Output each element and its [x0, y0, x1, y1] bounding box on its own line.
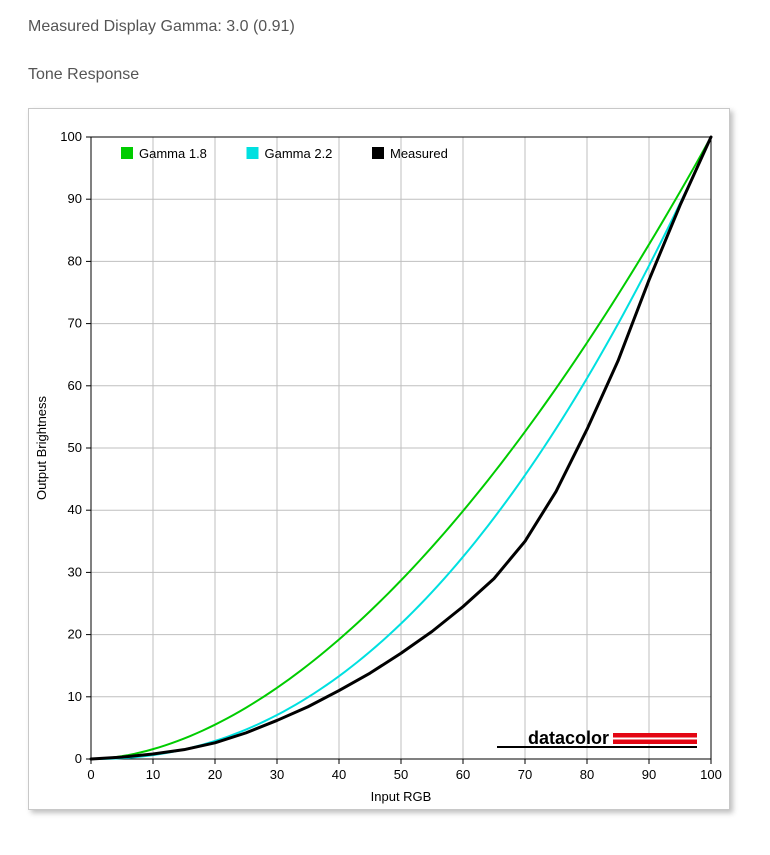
x-tick-label: 50 [394, 767, 408, 782]
y-tick-label: 10 [68, 689, 82, 704]
legend-label: Measured [390, 146, 448, 161]
measured-gamma-label: Measured Display Gamma: 3.0 (0.91) [28, 18, 770, 36]
section-title: Tone Response [28, 66, 770, 84]
x-tick-label: 0 [87, 767, 94, 782]
x-tick-label: 30 [270, 767, 284, 782]
x-tick-label: 90 [642, 767, 656, 782]
y-tick-label: 40 [68, 502, 82, 517]
y-tick-label: 80 [68, 253, 82, 268]
y-tick-label: 60 [68, 378, 82, 393]
legend-swatch [121, 147, 133, 159]
x-tick-label: 40 [332, 767, 346, 782]
brand-label: datacolor [528, 728, 609, 748]
x-tick-label: 20 [208, 767, 222, 782]
x-tick-label: 60 [456, 767, 470, 782]
x-tick-label: 70 [518, 767, 532, 782]
y-tick-label: 0 [75, 751, 82, 766]
brand-bar-gap [613, 738, 697, 740]
y-tick-label: 90 [68, 191, 82, 206]
x-axis-label: Input RGB [371, 789, 432, 804]
y-tick-label: 100 [60, 129, 82, 144]
y-tick-label: 70 [68, 316, 82, 331]
tone-response-chart-card: 0 10 20 30 40 50 60 70 80 90 100 0 10 20 30 40 50 60 70 80 9… [28, 108, 730, 810]
y-tick-label: 50 [68, 440, 82, 455]
y-axis-label: Output Brightness [34, 395, 49, 500]
x-tick-label: 80 [580, 767, 594, 782]
legend-label: Gamma 1.8 [139, 146, 207, 161]
legend-label: Gamma 2.2 [265, 146, 333, 161]
legend-swatch [372, 147, 384, 159]
legend-swatch [247, 147, 259, 159]
x-tick-label: 100 [700, 767, 722, 782]
y-tick-label: 30 [68, 564, 82, 579]
x-tick-label: 10 [146, 767, 160, 782]
y-tick-label: 20 [68, 627, 82, 642]
tone-response-chart: 0 10 20 30 40 50 60 70 80 90 100 0 10 20 30 40 50 60 70 80 9… [29, 109, 729, 809]
page-root: Measured Display Gamma: 3.0 (0.91) Tone … [0, 0, 770, 855]
